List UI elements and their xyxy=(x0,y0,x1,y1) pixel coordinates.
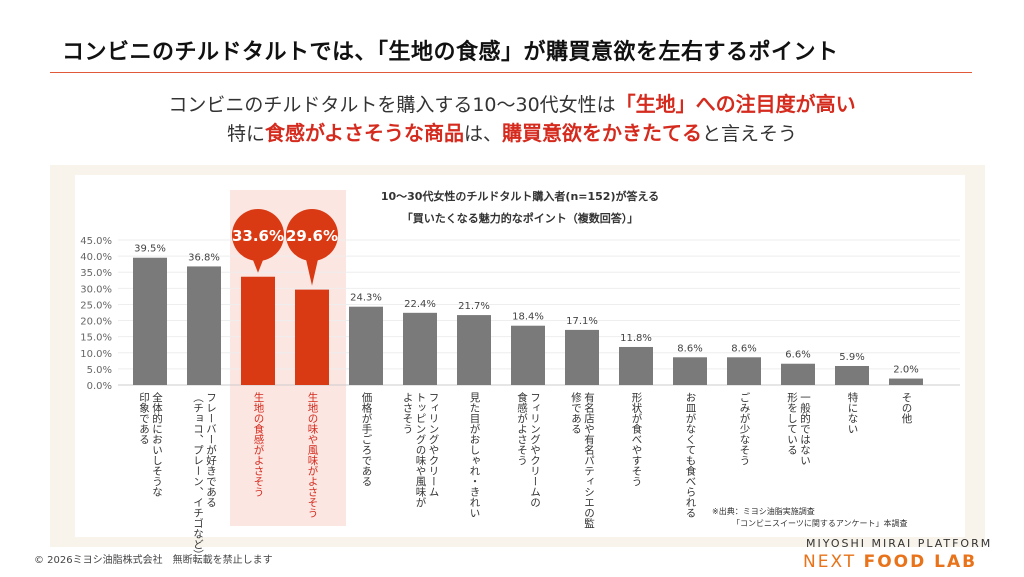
data-label: 39.5% xyxy=(134,244,166,255)
data-label: 29.6% xyxy=(286,227,338,245)
lead-text: と言えそう xyxy=(702,123,798,145)
brand-logo: NEXT FOOD LAB xyxy=(803,552,977,572)
x-tick-label: お皿がなくても食べられる xyxy=(684,392,697,518)
chart-title: 10～30代女性のチルドタルト購入者(n=152)が答える xyxy=(380,190,660,203)
lead-emphasis: 購買意欲をかきたてる xyxy=(502,121,702,145)
bar xyxy=(187,266,221,385)
bar xyxy=(619,346,653,385)
y-tick-label: 35.0% xyxy=(80,268,112,279)
copyright: © 2026ミヨシ油脂株式会社 無断転載を禁止します xyxy=(34,555,273,566)
data-label: 21.7% xyxy=(458,301,490,312)
chart-subtitle: 「買いたくなる魅力的なポイント（複数回答）」 xyxy=(401,212,639,225)
data-label: 22.4% xyxy=(404,299,436,310)
x-tick-label: 見た目がおしゃれ・きれい xyxy=(468,392,481,518)
bar xyxy=(565,329,599,385)
lead-line-1: コンビニのチルドタルトを購入する10～30代女性は「生地」への注目度が高い xyxy=(0,88,1024,117)
callout-bubble xyxy=(232,209,284,261)
page-title: コンビニのチルドタルトでは、「生地の食感」が購買意欲を左右するポイント xyxy=(62,40,839,65)
x-tick-label: フィリングやクリーム トッピングの味や風味が よさそう xyxy=(401,392,440,508)
data-label: 24.3% xyxy=(350,293,382,304)
y-tick-label: 5.0% xyxy=(87,365,112,376)
x-tick-label: 特にない xyxy=(846,392,859,434)
bar xyxy=(403,312,437,385)
data-label: 5.9% xyxy=(839,352,864,363)
bar xyxy=(241,276,275,385)
title-divider xyxy=(50,72,972,73)
bar xyxy=(349,306,383,385)
x-tick-label: 生地の食感がよさそう xyxy=(252,392,265,497)
data-label: 11.8% xyxy=(620,333,652,344)
y-tick-label: 15.0% xyxy=(80,333,112,344)
brand-tagline: MIYOSHI MIRAI PLATFORM xyxy=(806,537,993,550)
x-tick-label: 全体的においしそうな 印象である xyxy=(138,392,163,497)
data-label: 17.1% xyxy=(566,316,598,327)
x-tick-label: その他 xyxy=(900,392,913,424)
x-tick-label: フレーバーが好きである （チョコ、プレーン、イチゴなど） xyxy=(192,392,217,560)
data-label: 6.6% xyxy=(785,350,810,361)
bar xyxy=(835,365,869,385)
data-label: 36.8% xyxy=(188,252,220,263)
x-tick-label: 生地の味や風味がよさそう xyxy=(306,392,319,518)
bar xyxy=(781,363,815,385)
y-tick-label: 0.0% xyxy=(87,381,112,392)
x-tick-label: 価格が手ごろである xyxy=(360,392,373,487)
x-tick-label: フィリングやクリームの 食感がよさそう xyxy=(516,392,541,508)
x-tick-label: ごみが少なそう xyxy=(738,392,751,466)
y-tick-label: 25.0% xyxy=(80,300,112,311)
data-label: 8.6% xyxy=(677,343,702,354)
lead-line-2: 特に食感がよさそうな商品は、購買意欲をかきたてると言えそう xyxy=(0,117,1024,146)
bar xyxy=(133,257,167,385)
lead-text: 特に xyxy=(226,123,265,145)
callout-pointer xyxy=(305,255,319,286)
data-label: 18.4% xyxy=(512,312,544,323)
brand-logo-text: NEXT xyxy=(803,552,864,572)
bar xyxy=(889,378,923,385)
source-note: ※出典：ミヨシ油脂実施調査 「コンビニスイーツに関するアンケート」本調査 xyxy=(712,507,908,528)
bar xyxy=(727,357,761,385)
y-tick-label: 10.0% xyxy=(80,349,112,360)
callout-bubble xyxy=(286,209,338,261)
y-tick-label: 40.0% xyxy=(80,252,112,263)
x-tick-label: 一般的ではない 形をしている xyxy=(786,392,811,466)
bar xyxy=(673,357,707,385)
data-label: 33.6% xyxy=(232,227,284,245)
data-label: 2.0% xyxy=(893,365,918,376)
bar xyxy=(457,315,491,385)
data-label: 8.6% xyxy=(731,343,756,354)
bar xyxy=(511,325,545,385)
brand-logo-bold: FOOD LAB xyxy=(863,552,978,572)
y-tick-label: 45.0% xyxy=(80,236,112,247)
x-tick-label: 形状が食べやすそう xyxy=(630,392,643,487)
lead-emphasis: 「生地」への注目度が高い xyxy=(615,92,856,116)
bar xyxy=(295,289,329,385)
y-tick-label: 30.0% xyxy=(80,284,112,295)
y-tick-label: 20.0% xyxy=(80,317,112,328)
x-tick-label: 有名店や有名パティシエの監 修である xyxy=(570,392,595,529)
lead-emphasis: 食感がよさそうな商品 xyxy=(264,121,464,145)
lead-text: は、 xyxy=(463,123,502,145)
lead-text: コンビニのチルドタルトを購入する10～30代女性は xyxy=(168,94,616,116)
